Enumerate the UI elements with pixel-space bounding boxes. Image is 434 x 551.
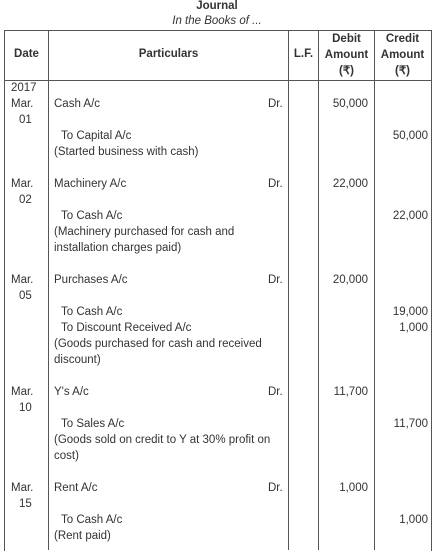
- credit-account: To Cash A/c: [61, 514, 123, 526]
- debit-amount: 50,000: [332, 98, 368, 110]
- narration: cost): [54, 450, 79, 462]
- credit-account: To Cash A/c: [61, 210, 123, 222]
- dr-label: Dr.: [268, 274, 283, 286]
- column-divider-debit: [374, 30, 375, 550]
- year-label: 2017: [11, 82, 37, 94]
- credit-amount: 22,000: [392, 210, 428, 222]
- debit-account: Purchases A/c: [54, 274, 128, 286]
- entry-date-day: 05: [19, 290, 32, 302]
- header-date: Date: [14, 48, 39, 60]
- dr-label: Dr.: [268, 386, 283, 398]
- entry-date-month: Mar.: [11, 98, 34, 110]
- credit-account: To Cash A/c: [61, 306, 123, 318]
- entry-date-day: 10: [19, 402, 32, 414]
- debit-account: Cash A/c: [54, 98, 101, 110]
- journal-title: Journal: [196, 0, 238, 12]
- entry-date-day: 02: [19, 194, 32, 206]
- header-debit-line1: Debit: [332, 33, 361, 45]
- header-particulars: Particulars: [138, 48, 199, 60]
- column-divider-lf: [318, 30, 319, 550]
- credit-amount: 19,000: [392, 306, 428, 318]
- debit-amount: 1,000: [339, 482, 368, 494]
- entry-date-month: Mar.: [11, 274, 34, 286]
- dr-label: Dr.: [268, 178, 283, 190]
- narration: installation charges paid): [54, 242, 182, 254]
- debit-amount: 20,000: [332, 274, 368, 286]
- header-lf: L.F.: [293, 48, 314, 60]
- header-credit-line2: Amount: [380, 49, 425, 61]
- debit-account: Machinery A/c: [54, 178, 127, 190]
- credit-account: To Discount Received A/c: [61, 322, 192, 334]
- column-divider-date: [48, 30, 49, 550]
- credit-amount: 1,000: [399, 514, 428, 526]
- journal-table: [4, 30, 432, 551]
- narration: (Started business with cash): [54, 146, 199, 158]
- header-debit-line2: Amount: [324, 49, 369, 61]
- header-credit-line1: Credit: [385, 33, 420, 45]
- header-divider: [4, 80, 431, 81]
- entry-date-month: Mar.: [11, 178, 34, 190]
- credit-account: To Sales A/c: [61, 418, 125, 430]
- debit-account: Y's A/c: [54, 386, 89, 398]
- narration: (Goods sold on credit to Y at 30% profit…: [54, 434, 271, 446]
- credit-account: To Capital A/c: [61, 130, 132, 142]
- credit-amount: 1,000: [399, 322, 428, 334]
- entry-date-day: 01: [19, 114, 32, 126]
- dr-label: Dr.: [268, 98, 283, 110]
- debit-amount: 11,700: [333, 386, 368, 398]
- debit-account: Rent A/c: [54, 482, 98, 494]
- narration: discount): [54, 354, 101, 366]
- entry-date-day: 15: [19, 498, 32, 510]
- debit-amount: 22,000: [332, 178, 368, 190]
- entry-date-month: Mar.: [11, 386, 34, 398]
- column-divider-particulars: [288, 30, 289, 550]
- header-debit-line3: (₹): [339, 65, 354, 77]
- credit-amount: 50,000: [392, 130, 428, 142]
- narration: (Goods purchased for cash and received: [54, 338, 262, 350]
- journal-subtitle: In the Books of ...: [172, 15, 262, 27]
- narration: (Rent paid): [54, 530, 111, 542]
- entry-date-month: Mar.: [11, 482, 34, 494]
- narration: (Machinery purchased for cash and: [54, 226, 235, 238]
- credit-amount: 11,700: [393, 418, 428, 430]
- header-credit-line3: (₹): [395, 65, 410, 77]
- dr-label: Dr.: [268, 482, 283, 494]
